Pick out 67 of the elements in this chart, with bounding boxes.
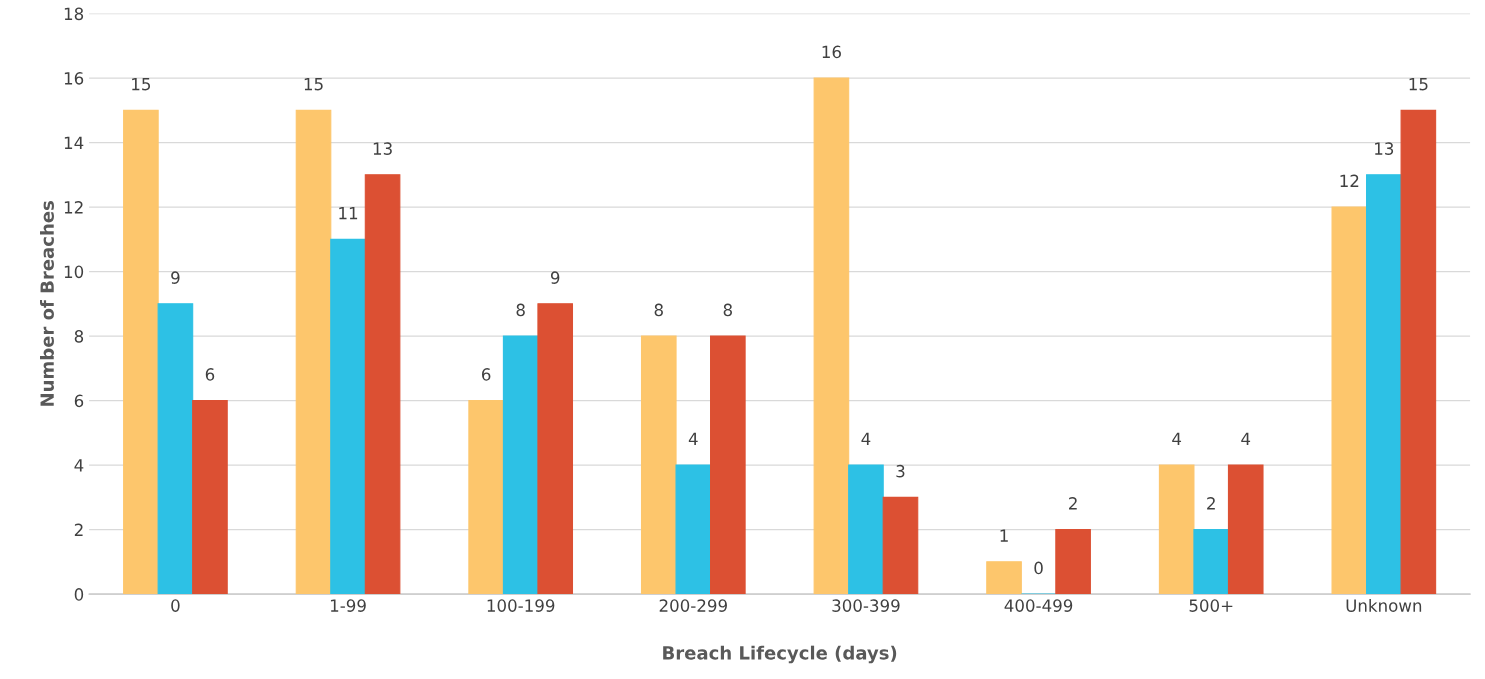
x-tick-label: 500+: [1189, 599, 1233, 612]
y-tick-label: 16: [64, 72, 84, 85]
bar: [813, 77, 850, 595]
bar: [468, 400, 504, 595]
x-tick-label: 400-499: [1004, 599, 1073, 612]
data-label: 4: [1241, 432, 1251, 445]
y-tick-label: 12: [64, 201, 83, 214]
data-label: 6: [482, 368, 491, 381]
data-label: 1: [1000, 529, 1008, 542]
data-label: 15: [132, 78, 151, 91]
bar: [986, 561, 1022, 595]
bar: [1366, 174, 1402, 595]
bar: [295, 109, 332, 595]
data-label: 12: [1340, 174, 1359, 187]
bar: [1055, 529, 1091, 595]
data-label: 13: [373, 142, 392, 155]
bar: [192, 400, 228, 595]
data-label: 8: [723, 303, 732, 317]
data-label: 11: [339, 207, 358, 220]
y-tick-label: 0: [74, 588, 84, 601]
data-label: 13: [1375, 142, 1394, 155]
y-tick-label: 4: [74, 459, 84, 472]
bar: [640, 335, 677, 595]
bar: [675, 464, 712, 595]
bar: [1331, 206, 1368, 595]
x-tick-label: 200-299: [659, 599, 727, 612]
x-tick-label: 1-99: [330, 599, 366, 612]
data-label: 4: [1172, 432, 1182, 445]
data-label: 15: [1409, 78, 1428, 91]
data-label: 9: [550, 271, 560, 284]
data-label: 15: [304, 78, 323, 91]
data-label: 3: [896, 464, 905, 478]
bar: [502, 335, 539, 595]
y-tick-label: 8: [74, 330, 84, 343]
x-axis-title: Breach Lifecycle (days): [663, 645, 897, 664]
data-label: 6: [205, 368, 215, 381]
bar: [710, 335, 746, 595]
x-tick-label: 100-199: [487, 599, 555, 612]
bar: [123, 109, 159, 595]
data-label: 8: [654, 303, 663, 317]
bar: [364, 174, 401, 595]
data-label: 4: [861, 432, 871, 445]
data-label: 0: [1034, 561, 1043, 575]
x-tick-label: 300-399: [832, 599, 900, 612]
y-axis-title: Number of Breaches: [40, 201, 54, 406]
data-label: 2: [1069, 497, 1077, 510]
data-label: 8: [516, 303, 525, 317]
bar: [157, 303, 194, 595]
data-label: 2: [1207, 497, 1215, 510]
bar: [882, 496, 919, 595]
data-label: 4: [688, 432, 698, 445]
bar: [848, 464, 884, 595]
data-label: 9: [171, 271, 180, 284]
bar: [1158, 464, 1195, 595]
bar: [1193, 529, 1230, 595]
bar: [1227, 464, 1264, 595]
y-tick-label: 6: [74, 394, 84, 408]
y-tick-label: 10: [64, 265, 84, 279]
y-tick-label: 2: [74, 523, 83, 536]
y-tick-label: 14: [64, 136, 84, 149]
x-tick-label: 0: [171, 599, 180, 612]
bar: [1400, 109, 1437, 595]
data-label: 16: [822, 45, 841, 59]
y-tick-label: 18: [64, 7, 84, 21]
bar: [537, 303, 574, 595]
bar: [330, 238, 366, 595]
x-tick-label: Unknown: [1346, 598, 1422, 612]
